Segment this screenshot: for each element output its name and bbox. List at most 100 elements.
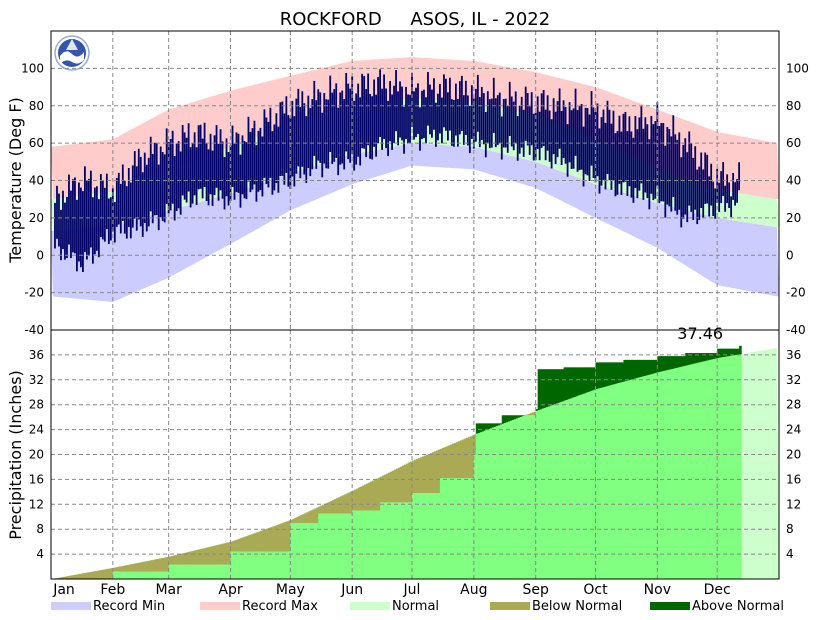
precipitation-panel: 37.46 4 4 8 8 12 12 16 16 20 20 24 24 28 28 32 32 36 36 Jan… [29, 324, 802, 598]
observed-precipitation-bar [342, 513, 345, 579]
observed-precipitation-bar [441, 478, 445, 579]
above-normal-bar [609, 362, 613, 386]
observed-precipitation-bar [521, 416, 525, 579]
above-normal-bar [725, 348, 728, 357]
below-normal-bar [386, 473, 389, 503]
above-normal-bar [501, 415, 505, 424]
precipitation-tick-label-left: 4 [36, 547, 44, 561]
observed-precipitation-bar [382, 502, 385, 579]
above-normal-bar [537, 369, 541, 411]
month-tick-label: Apr [218, 582, 242, 598]
below-normal-bar [414, 459, 417, 494]
below-normal-bar [453, 443, 457, 479]
observed-precipitation-bar [431, 493, 435, 579]
observed-precipitation-bar [346, 513, 349, 579]
observed-precipitation-bar [657, 372, 660, 579]
below-normal-bar [58, 577, 62, 579]
observed-precipitation-bar [679, 367, 682, 579]
above-normal-bar [671, 356, 674, 369]
temperature-tick-label-right: 100 [786, 61, 809, 75]
below-normal-bar [304, 513, 307, 523]
legend-swatch [490, 602, 530, 610]
observed-precipitation-bar [513, 419, 517, 579]
below-normal-bar [352, 490, 355, 511]
above-normal-bar [553, 369, 557, 405]
observed-precipitation-bar [168, 564, 172, 579]
above-normal-bar [683, 356, 686, 367]
total-precipitation-annotation: 37.46 [677, 324, 723, 343]
precipitation-tick-label-right: 12 [786, 497, 801, 511]
observed-precipitation-bar [304, 522, 307, 579]
below-normal-bar [415, 459, 419, 494]
observed-precipitation-bar [641, 376, 644, 579]
observed-precipitation-bar [282, 551, 285, 579]
observed-precipitation-bar [699, 362, 702, 579]
precipitation-tick-label-right: 8 [786, 522, 794, 536]
below-normal-bar [272, 526, 275, 552]
observed-precipitation-bar [338, 513, 341, 579]
observed-precipitation-bar [332, 513, 335, 579]
below-normal-bar [340, 496, 343, 514]
observed-precipitation-bar [477, 433, 481, 579]
below-normal-bar [156, 558, 160, 572]
observed-precipitation-bar [709, 359, 712, 579]
below-normal-bar [230, 541, 234, 552]
observed-precipitation-bar [172, 564, 176, 579]
observed-precipitation-bar [649, 374, 652, 579]
below-normal-bar [150, 560, 154, 572]
below-normal-bar [276, 524, 279, 552]
below-normal-bar [461, 439, 465, 479]
below-normal-bar [326, 502, 329, 514]
observed-precipitation-bar [188, 564, 192, 579]
temperature-tick-label-left: -40 [24, 323, 44, 337]
observed-precipitation-bar [394, 502, 397, 579]
above-normal-bar [657, 356, 660, 373]
below-normal-bar [471, 435, 475, 479]
below-normal-bar [445, 446, 449, 479]
observed-precipitation-bar [298, 522, 301, 579]
below-normal-bar [92, 571, 96, 579]
observed-precipitation-bar [402, 502, 405, 579]
below-normal-bar [417, 458, 421, 494]
month-tick-label: Mar [155, 582, 182, 598]
below-normal-bar [120, 566, 124, 572]
observed-precipitation-bar [589, 391, 593, 579]
above-normal-bar [635, 359, 638, 379]
observed-precipitation-bar [124, 571, 128, 579]
observed-precipitation-bar [348, 513, 351, 579]
below-normal-bar [435, 450, 439, 494]
above-normal-bar [647, 359, 650, 376]
below-normal-bar [254, 532, 258, 552]
above-normal-bar [481, 423, 485, 432]
observed-precipitation-bar [374, 510, 377, 579]
observed-precipitation-bar [491, 427, 495, 579]
observed-precipitation-bar [681, 366, 684, 579]
below-normal-bar [270, 527, 273, 552]
legend-label: Record Max [242, 599, 318, 614]
temperature-tick-label-right: 60 [786, 136, 801, 150]
precipitation-tick-label-right: 4 [786, 547, 794, 561]
above-normal-bar [603, 362, 607, 387]
below-normal-bar [529, 413, 533, 416]
observed-precipitation-bar [555, 403, 559, 579]
precipitation-tick-label-left: 8 [36, 522, 44, 536]
below-normal-bar [232, 540, 236, 552]
legend-label: Normal [392, 599, 439, 614]
month-tick-label: Sep [522, 582, 549, 598]
observed-precipitation-bar [150, 571, 154, 579]
observed-precipitation-bar [256, 551, 260, 579]
observed-precipitation-bar [280, 551, 283, 579]
observed-precipitation-bar [358, 510, 361, 579]
below-normal-bar [166, 556, 170, 572]
observed-precipitation-bar [128, 571, 132, 579]
below-normal-bar [427, 453, 431, 494]
above-normal-bar [645, 359, 648, 376]
observed-precipitation-bar [204, 564, 208, 579]
above-normal-bar [641, 359, 644, 377]
below-normal-bar [82, 573, 86, 579]
observed-precipitation-bar [392, 502, 395, 579]
below-normal-bar [184, 552, 188, 565]
observed-precipitation-bar [471, 478, 475, 579]
above-normal-bar [513, 415, 517, 420]
below-normal-bar [142, 561, 146, 572]
